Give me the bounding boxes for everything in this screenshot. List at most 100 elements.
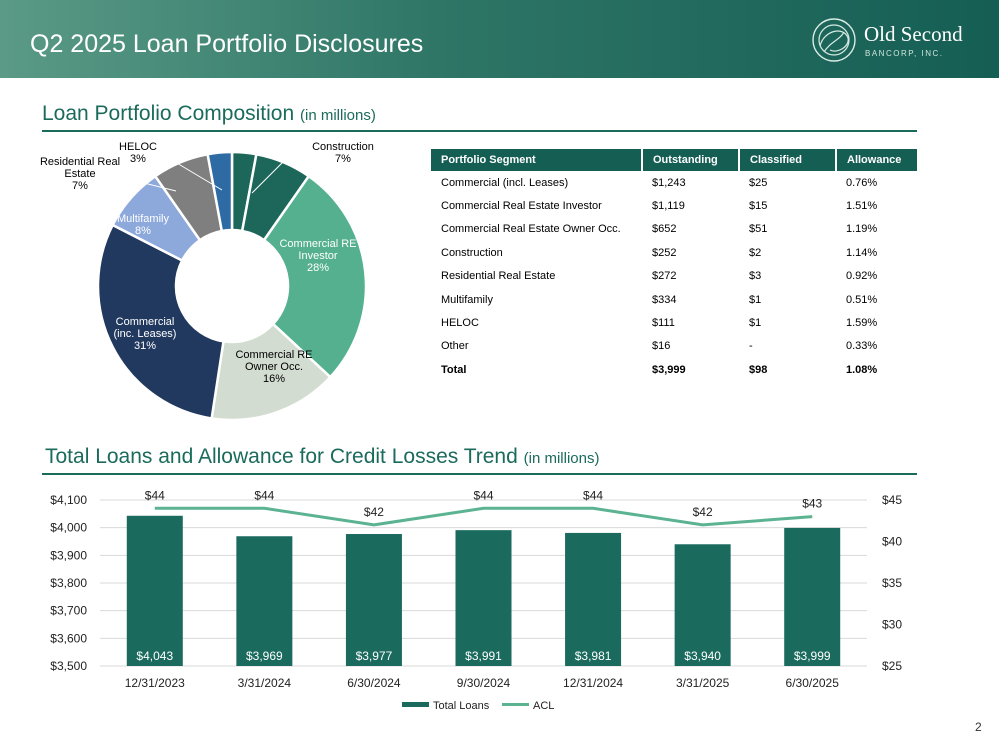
total-allowance: 1.08%	[846, 363, 878, 376]
slice-commercial-incl-leases	[96, 223, 225, 420]
table-row: Construction $252 $2 1.14%	[431, 241, 917, 264]
bar-total-loans	[784, 527, 841, 666]
slice-label-multifamily: Multifamily 8%	[117, 213, 169, 237]
bar-total-loans	[236, 536, 293, 666]
cell-outstanding: $1,119	[652, 200, 685, 213]
cell-outstanding: $334	[652, 293, 677, 306]
cell-classified: $51	[749, 223, 768, 236]
table-row: Commercial Real Estate Investor $1,119 $15…	[431, 194, 917, 217]
bar-total-loans	[565, 532, 622, 666]
x-tick-label: 12/31/2024	[563, 676, 623, 690]
slice-label-residential-real-estate: Residential Real Estate 7%	[40, 156, 120, 192]
y-tick-label: $3,500	[50, 659, 87, 673]
cell-classified: $1	[749, 293, 762, 306]
cell-segment: Construction	[441, 246, 503, 259]
y-tick-label: $3,600	[50, 631, 87, 645]
x-tick-label: 3/31/2025	[676, 676, 730, 690]
leader-line	[251, 156, 289, 194]
cell-segment: Commercial Real Estate Investor	[441, 200, 602, 213]
bar-value-label: $3,981	[575, 649, 612, 663]
logo-mark-icon	[812, 18, 856, 62]
col-header-classified: Classified	[739, 149, 837, 171]
y2-tick-label: $45	[882, 493, 902, 507]
cell-allowance: 0.92%	[846, 270, 878, 283]
cell-outstanding: $111	[652, 317, 675, 330]
header-banner: Q2 2025 Loan Portfolio Disclosures Old S…	[0, 0, 999, 78]
table-row: Other $16 - 0.33%	[431, 335, 917, 358]
table-row: Commercial Real Estate Owner Occ. $652 $51…	[431, 218, 917, 241]
acl-value-label: $44	[254, 488, 274, 502]
legend-label-total-loans: Total Loans	[433, 700, 490, 712]
bar-total-loans	[455, 530, 512, 666]
col-header-allowance: Allowance	[836, 149, 917, 171]
cell-segment: Other	[441, 340, 469, 353]
slice-heloc	[206, 150, 234, 233]
cell-segment: Multifamily	[441, 293, 493, 306]
y-tick-label: $3,800	[50, 576, 87, 590]
slice-commercial-re-investor	[262, 174, 368, 379]
bar-value-label: $4,043	[136, 649, 173, 663]
cell-outstanding: $272	[652, 270, 677, 283]
cell-classified: $3	[749, 270, 762, 283]
acl-value-label: $44	[583, 488, 603, 502]
bar-value-label: $3,977	[356, 649, 393, 663]
composition-unit: (in millions)	[300, 107, 376, 124]
legend-swatch-total-loans	[402, 702, 429, 707]
cell-allowance: 1.51%	[846, 200, 878, 213]
x-tick-label: 9/30/2024	[457, 676, 511, 690]
legend-label-acl: ACL	[533, 700, 554, 712]
bar-value-label: $3,991	[465, 649, 502, 663]
bar-value-label: $3,940	[684, 649, 721, 663]
bar-total-loans	[674, 544, 731, 666]
y-tick-label: $3,900	[50, 548, 87, 562]
slice-label-construction: Construction 7%	[312, 141, 374, 165]
cell-classified: $2	[749, 246, 762, 259]
acl-value-label: $44	[145, 488, 165, 502]
table-row: Commercial (incl. Leases) $1,243 $25 0.76%	[431, 171, 917, 194]
leader-line	[119, 176, 177, 192]
col-header-segment: Portfolio Segment	[431, 149, 643, 171]
bar-value-label: $3,999	[794, 649, 831, 663]
logo-name: Old Second	[864, 22, 963, 46]
slice-label-heloc: HELOC 3%	[119, 141, 157, 165]
slice-label-commercial-re-investor: Commercial RE Investor 28%	[279, 238, 356, 274]
table-row: HELOC $111 $1 1.59%	[431, 311, 917, 334]
y-tick-label: $3,700	[50, 604, 87, 618]
cell-classified: -	[749, 340, 753, 353]
logo-subtitle: BANCORP, INC.	[865, 49, 944, 58]
y2-tick-label: $25	[882, 659, 902, 673]
cell-allowance: 0.33%	[846, 340, 878, 353]
leader-line	[159, 152, 223, 191]
trend-title-text: Total Loans and Allowance for Credit Los…	[45, 445, 518, 468]
table-row: Residential Real Estate $272 $3 0.92%	[431, 265, 917, 288]
slice-commercial-re-owner-occ	[210, 322, 333, 422]
cell-segment: HELOC	[441, 317, 479, 330]
y2-tick-label: $30	[882, 618, 902, 632]
total-outstanding: $3,999	[652, 363, 686, 376]
table-row: Multifamily $334 $1 0.51%	[431, 288, 917, 311]
acl-value-label: $44	[473, 488, 493, 502]
x-tick-label: 3/31/2024	[238, 676, 292, 690]
acl-value-label: $43	[802, 497, 822, 511]
slice-label-commercial-incl-leases: Commercial (inc. Leases) 31%	[114, 316, 177, 352]
y2-tick-label: $35	[882, 576, 902, 590]
portfolio-donut-chart: Construction 7% Commercial RE Investor 28% Co…	[40, 141, 374, 422]
cell-allowance: 0.51%	[846, 293, 878, 306]
cell-outstanding: $16	[652, 340, 671, 353]
col-header-outstanding: Outstanding	[642, 149, 740, 171]
cell-classified: $1	[749, 317, 762, 330]
bar-total-loans	[345, 534, 402, 666]
acl-line	[154, 506, 813, 527]
cell-allowance: 1.59%	[846, 317, 878, 330]
composition-title-text: Loan Portfolio Composition	[42, 102, 295, 125]
x-tick-label: 6/30/2024	[347, 676, 401, 690]
cell-outstanding: $252	[652, 246, 677, 259]
page-title: Q2 2025 Loan Portfolio Disclosures	[30, 30, 424, 58]
cell-segment: Residential Real Estate	[441, 270, 556, 283]
acl-value-label: $42	[693, 505, 713, 519]
composition-title: Loan Portfolio Composition (in millions)	[42, 102, 376, 126]
cell-segment: Commercial Real Estate Owner Occ.	[441, 223, 621, 236]
cell-outstanding: $652	[652, 223, 677, 236]
total-classified: $98	[749, 363, 768, 376]
bar-value-label: $3,969	[246, 649, 283, 663]
